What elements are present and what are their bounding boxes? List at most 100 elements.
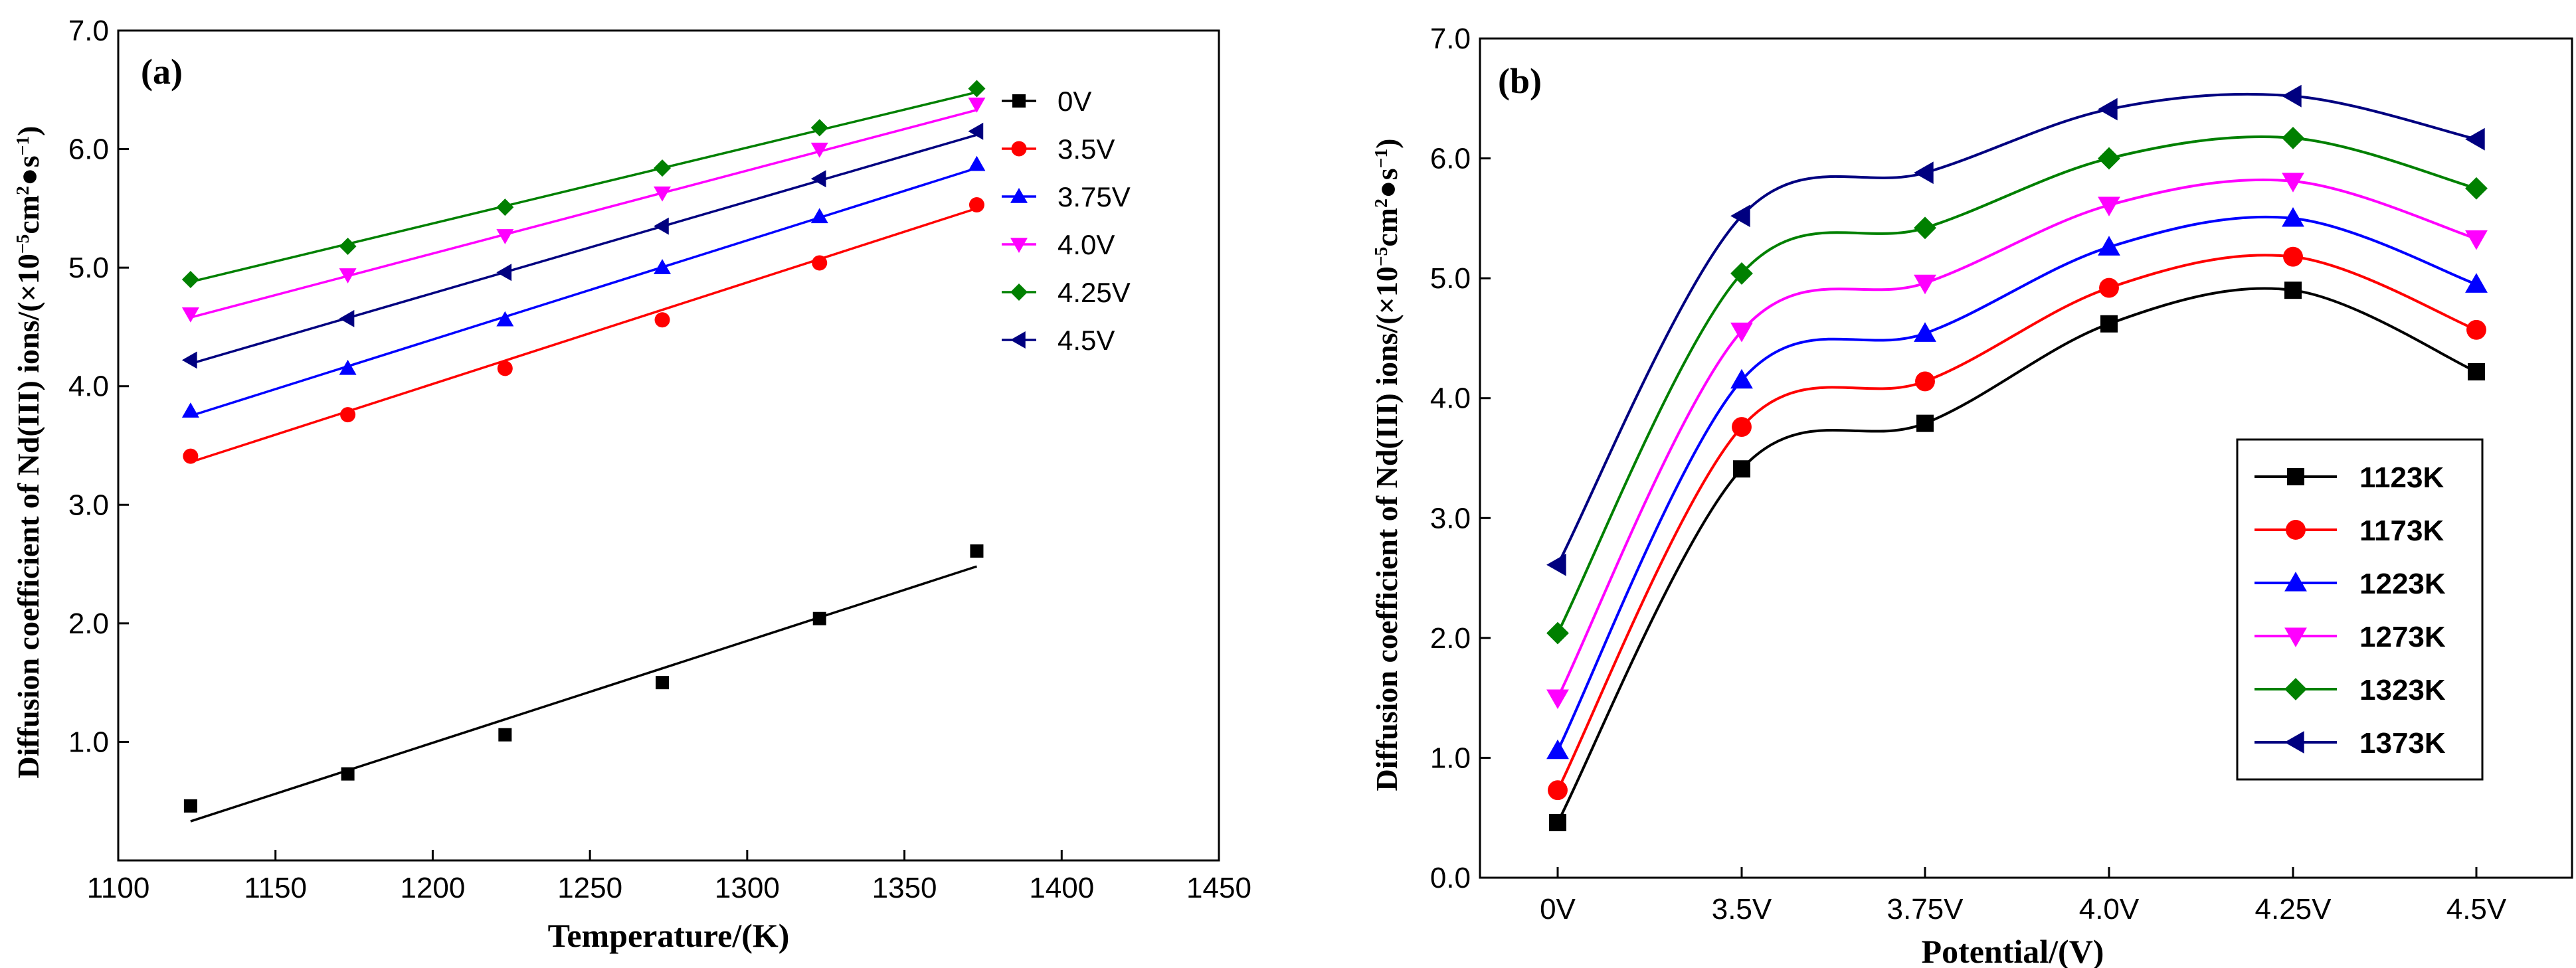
legend-label: 1273K [2359,621,2446,653]
fit-line-3.5V [190,207,977,463]
data-point [654,259,672,274]
series-4.25V [181,80,986,288]
legend-label: 1123K [2359,461,2444,494]
data-point [1732,417,1752,438]
data-point [339,268,357,283]
data-point [654,217,669,235]
data-point [1730,262,1753,285]
data-point [2465,127,2485,151]
data-point [812,611,826,625]
y-tick-label: 5.0 [68,252,109,284]
x-tick-label: 1200 [400,872,465,904]
series-1373K [1546,84,2485,576]
data-point [2468,363,2485,380]
data-point [1546,621,1569,645]
legend-marker [1010,188,1028,203]
y-axis-label: Diffusion coefficient of Nd(III) ions/(×… [1370,139,1404,791]
data-point [2466,319,2486,340]
data-point [2100,315,2118,333]
data-point [2098,147,2120,170]
legend-item-1373K: 1373K [2254,727,2446,760]
data-point [183,448,199,464]
series-1173K [1548,246,2486,801]
series-1223K [1546,206,2488,760]
data-point [339,238,357,255]
y-tick-label: 7.0 [1430,23,1471,55]
data-point [1549,813,1566,831]
panel-label: (a) [141,52,183,92]
series-1273K [1546,173,2488,710]
data-point [2465,230,2488,250]
data-point [1548,780,1568,801]
y-tick-label: 7.0 [68,15,109,47]
series-line-1123K [1556,287,2477,823]
legend-item-3.5V: 3.5V [1002,133,1115,165]
series-3.5V [183,197,984,464]
y-axis-label: Diffusion coefficient of Nd(III) ions/(×… [11,126,45,779]
data-point [2282,126,2304,149]
x-tick-label: 0V [1540,893,1576,926]
data-point [1546,553,1566,576]
data-point [339,309,355,327]
x-tick-label: 1400 [1029,872,1094,904]
legend-label: 4.5V [1058,325,1115,356]
data-point [339,359,357,375]
data-point [810,142,828,158]
legend-marker [2284,731,2304,754]
legend-label: 3.75V [1058,181,1131,212]
data-point [810,170,826,188]
data-point [183,799,197,813]
data-point [2465,177,2488,200]
data-point [181,351,197,369]
data-point [810,119,828,137]
data-point [2465,273,2488,293]
x-tick-label: 1250 [557,872,622,904]
data-point [2283,246,2303,267]
data-point [1914,274,1936,295]
data-point [1916,414,1934,432]
data-point [2282,84,2302,108]
data-point [1733,460,1750,478]
plot-frame [117,29,1220,862]
legend-label: 1323K [2359,674,2446,706]
y-tick-label: 2.0 [1430,622,1471,655]
legend-item-4.0V: 4.0V [1002,229,1115,260]
legend-item-4.5V: 4.5V [1002,325,1115,356]
x-tick-label: 1150 [244,872,307,904]
x-tick-label: 4.25V [2255,893,2332,926]
fit-line-4.0V [190,108,977,319]
data-point [498,728,512,742]
legend-marker [2284,678,2307,700]
data-point [2099,278,2119,298]
data-point [812,255,828,271]
data-point [1914,322,1936,342]
y-tick-label: 1.0 [68,726,109,758]
data-point [1914,216,1936,240]
data-point [181,271,199,288]
x-tick-label: 4.5V [2446,893,2507,926]
y-tick-label: 6.0 [1430,143,1471,175]
x-tick-label: 4.0V [2079,893,2140,926]
data-point [2284,282,2302,299]
data-point [496,311,514,327]
data-point [181,402,199,418]
data-point [496,199,514,216]
x-tick-label: 1350 [872,872,937,904]
legend-item-1273K: 1273K [2254,621,2446,653]
data-point [1546,739,1569,760]
y-tick-label: 4.0 [68,370,109,403]
legend-item-1223K: 1223K [2254,568,2446,600]
series-4.0V [181,97,986,323]
data-point [2098,98,2118,121]
data-point [497,361,513,376]
data-point [2098,197,2120,216]
data-point [1914,161,1934,185]
legend-label: 4.25V [1058,277,1131,308]
data-point [496,264,512,282]
legend-label: 3.5V [1058,133,1115,165]
legend-label: 1223K [2359,568,2446,600]
x-tick-label: 3.5V [1712,893,1772,926]
legend: 0V 3.5V 3.75V 4.0V 4.25V 4.5V [1002,86,1131,356]
data-point [1730,322,1753,343]
panel-label: (b) [1498,61,1542,101]
